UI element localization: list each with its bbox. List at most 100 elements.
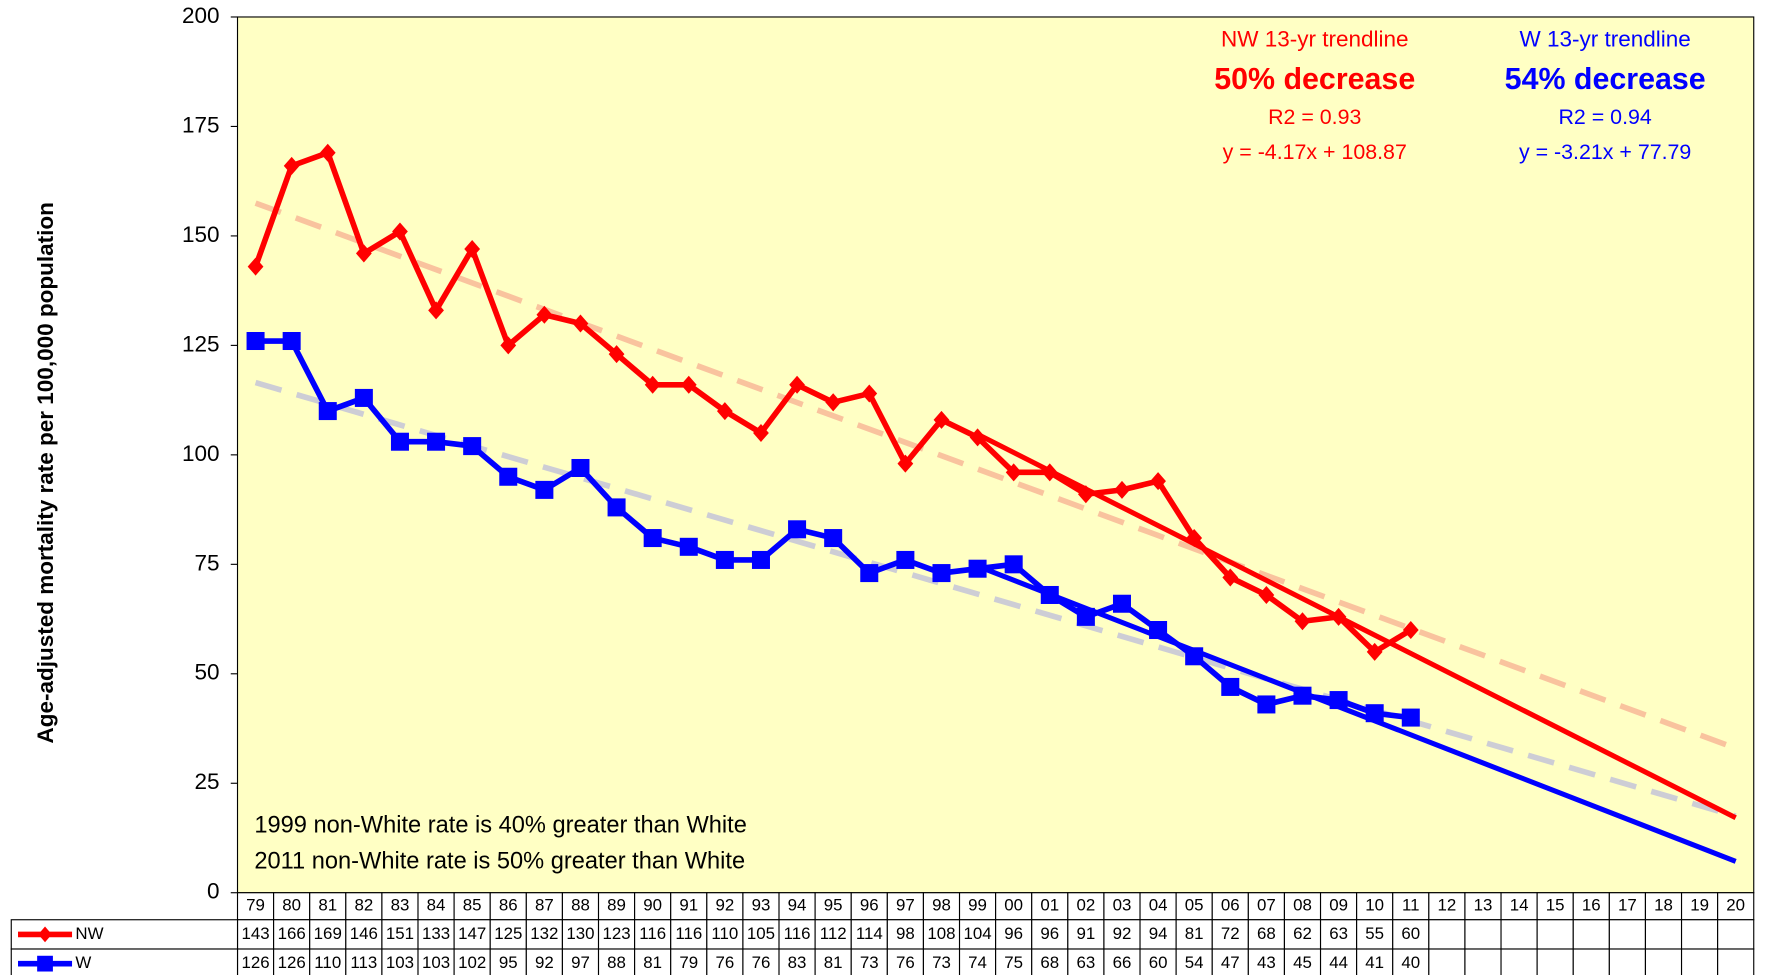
table-value: 73 (932, 953, 951, 972)
table-cell (525, 919, 563, 950)
marker (608, 345, 625, 364)
table-cell (778, 948, 816, 975)
table-value: 83 (788, 953, 807, 972)
nw-annotation: NW 13-yr trendline 50% decrease R2 = 0.9… (1214, 27, 1415, 164)
annotation: y = -4.17x + 108.87 (1223, 140, 1407, 164)
marker (1076, 607, 1095, 626)
table-value: 88 (607, 953, 626, 972)
marker (1150, 472, 1166, 491)
table-cell (850, 892, 888, 921)
annotation: R2 = 0.94 (1559, 105, 1652, 129)
marker (1329, 691, 1348, 710)
x-tick-label: 81 (318, 896, 337, 915)
marker (897, 454, 914, 473)
trendline (976, 432, 1737, 820)
table-cell (453, 892, 491, 921)
marker (679, 537, 698, 556)
table-cell (814, 948, 852, 975)
table-value: 63 (1329, 924, 1348, 943)
table-value: 81 (824, 953, 843, 972)
x-tick-label: 02 (1076, 896, 1095, 915)
table-value: 169 (314, 924, 342, 943)
table-cell (1175, 948, 1213, 975)
table-cell (1572, 919, 1610, 950)
table-cell (236, 919, 275, 950)
marker (1005, 463, 1022, 482)
table-cell (597, 948, 636, 975)
x-tick-label: 98 (932, 896, 951, 915)
table-value: 60 (1149, 953, 1168, 972)
table-cell (381, 948, 419, 975)
table-cell (273, 919, 311, 950)
table-value: 75 (1004, 953, 1023, 972)
table-value: 68 (1040, 953, 1059, 972)
table-cell (489, 892, 527, 921)
table-cell (1717, 919, 1755, 950)
table-value: 91 (1076, 924, 1095, 943)
marker (1401, 708, 1420, 727)
table-cell (1644, 948, 1683, 975)
table-cell (1464, 919, 1502, 950)
table-cell (561, 919, 600, 950)
table-cell (1139, 948, 1177, 975)
table-cell (1067, 948, 1105, 975)
table-cell (1211, 892, 1249, 921)
x-tick-label: 08 (1293, 896, 1312, 915)
legend-marker (37, 955, 53, 972)
table-cell (1211, 948, 1249, 975)
table-value: 143 (241, 924, 269, 943)
table-value: 55 (1365, 924, 1384, 943)
x-tick-label: 03 (1113, 896, 1132, 915)
x-tick-label: 13 (1474, 896, 1493, 915)
marker (463, 437, 482, 456)
table-cell (309, 919, 347, 950)
table-value: 98 (896, 924, 915, 943)
table-value: 132 (530, 924, 558, 943)
table-value: 79 (679, 953, 698, 972)
table-value: 72 (1221, 924, 1240, 943)
table-cell (1392, 919, 1430, 950)
y-axis-label: Age-adjusted mortality rate per 100,000 … (33, 202, 58, 743)
table-value: 47 (1221, 953, 1240, 972)
table-cell (1572, 948, 1610, 975)
x-tick-label: 16 (1582, 896, 1601, 915)
table-cell (1464, 892, 1502, 921)
x-tick-label: 19 (1690, 896, 1709, 915)
table-value: 110 (711, 924, 738, 943)
marker (572, 314, 589, 333)
marker (896, 550, 915, 569)
table-cell (345, 948, 383, 975)
x-tick-label: 96 (860, 896, 879, 915)
table-value: 126 (241, 953, 269, 972)
marker (1257, 695, 1276, 714)
y-tick-label: 75 (194, 550, 219, 575)
table-value: 76 (715, 953, 734, 972)
marker (535, 480, 554, 499)
table-cell (1536, 919, 1574, 950)
table-value: 112 (820, 924, 847, 943)
table-cell (706, 948, 744, 975)
trendline (976, 563, 1737, 864)
marker (1112, 594, 1131, 613)
annotation: 54% decrease (1505, 62, 1706, 96)
table-value: 45 (1293, 953, 1312, 972)
table-value: 97 (571, 953, 590, 972)
marker (571, 458, 590, 477)
table-cell (1680, 892, 1719, 921)
marker (968, 559, 987, 578)
x-tick-label: 14 (1510, 896, 1529, 915)
table-cell (1572, 892, 1610, 921)
x-tick-label: 80 (282, 896, 301, 915)
table-cell (417, 892, 455, 921)
table-cell (706, 919, 744, 950)
table-cell (850, 919, 888, 950)
table-value: 113 (350, 953, 377, 972)
table-cell (922, 892, 961, 921)
table-value: 103 (386, 953, 414, 972)
table-cell (1356, 919, 1394, 950)
table-value: 43 (1257, 953, 1276, 972)
annotation: 50% decrease (1214, 62, 1415, 96)
x-tick-label: 01 (1040, 896, 1059, 915)
x-tick-label: 20 (1726, 896, 1745, 915)
y-tick-label: 0 (207, 879, 220, 904)
